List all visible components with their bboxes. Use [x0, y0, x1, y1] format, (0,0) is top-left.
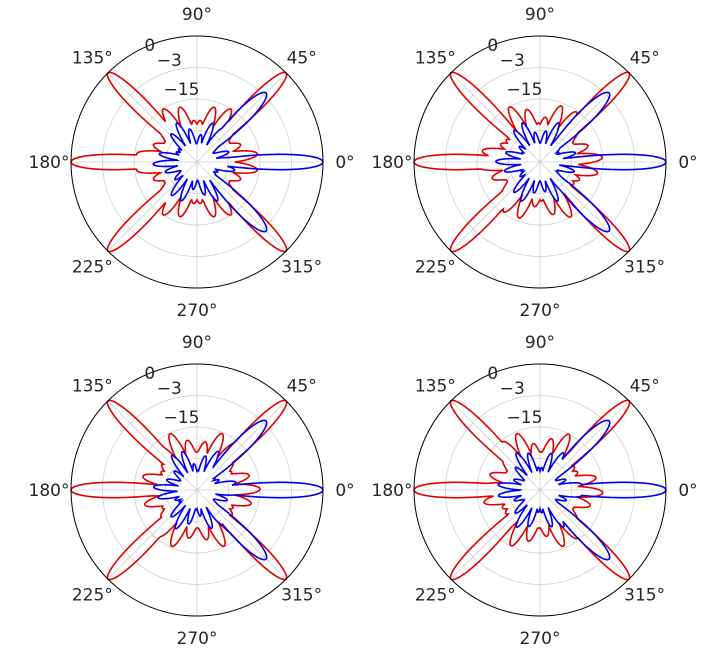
- theta-grid-line: [539, 72, 630, 163]
- theta-tick-label: 0°: [335, 153, 354, 173]
- theta-tick-label: 90°: [525, 333, 555, 353]
- theta-grid-line: [450, 72, 541, 163]
- theta-tick-label: 225°: [415, 586, 456, 606]
- r-tick-label: −15: [507, 80, 543, 100]
- theta-tick-label: 225°: [415, 258, 456, 278]
- theta-tick-label: 270°: [177, 301, 218, 321]
- theta-tick-label: 180°: [372, 481, 413, 501]
- polar-panel-top-right: 0° 45° 90° 135° 180° 225° 270° 315° 0−3 −15: [372, 5, 698, 321]
- pattern-series-blue: [152, 419, 324, 561]
- theta-tick-label: 315°: [281, 586, 322, 606]
- polar-panel-bottom-left: 0° 45° 90° 135° 180° 225° 270° 315° 0−3 −15: [29, 333, 355, 649]
- theta-tick-label: 180°: [29, 481, 70, 501]
- theta-grid-line: [196, 400, 287, 491]
- theta-tick-label: 45°: [287, 48, 317, 68]
- theta-tick-label: 270°: [177, 629, 218, 649]
- r-tick-label: −3: [500, 379, 525, 399]
- theta-tick-label: 90°: [182, 333, 212, 353]
- theta-tick-label: 0°: [678, 153, 697, 173]
- theta-tick-label: 45°: [287, 376, 317, 396]
- theta-tick-label: 315°: [624, 258, 665, 278]
- theta-tick-label: 225°: [72, 586, 113, 606]
- theta-tick-label: 270°: [520, 629, 561, 649]
- r-tick-label: −3: [157, 51, 182, 71]
- r-tick-label: 0: [487, 364, 498, 384]
- theta-tick-label: 90°: [182, 5, 212, 25]
- theta-tick-label: 135°: [415, 376, 456, 396]
- theta-grid-line: [107, 161, 198, 252]
- r-tick-label: 0: [487, 36, 498, 56]
- theta-grid-line: [107, 72, 198, 163]
- polar-outer-boundary: [70, 363, 324, 617]
- theta-tick-label: 135°: [415, 48, 456, 68]
- polar-outer-boundary: [70, 35, 324, 289]
- theta-tick-label: 315°: [624, 586, 665, 606]
- theta-tick-label: 180°: [372, 153, 413, 173]
- polar-panel-bottom-right: 0° 45° 90° 135° 180° 225° 270° 315° 0−3 −15: [372, 333, 698, 649]
- theta-tick-label: 45°: [630, 376, 660, 396]
- theta-tick-label: 45°: [630, 48, 660, 68]
- polar-panel-top-left: 0° 45° 90° 135° 180° 225° 270° 315° 0−3 −15: [29, 5, 355, 321]
- r-tick-label: 0: [144, 364, 155, 384]
- theta-grid-line: [196, 161, 287, 252]
- r-tick-label: −15: [507, 408, 543, 428]
- theta-grid-line: [196, 72, 287, 163]
- theta-grid-line: [539, 400, 630, 491]
- r-tick-label: −15: [164, 408, 200, 428]
- pattern-series-blue: [495, 91, 667, 233]
- theta-grid-line: [107, 489, 198, 580]
- pattern-series-blue: [152, 91, 324, 233]
- r-tick-label: −15: [164, 80, 200, 100]
- theta-grid-line: [196, 489, 287, 580]
- theta-tick-label: 270°: [520, 301, 561, 321]
- theta-tick-label: 135°: [72, 48, 113, 68]
- theta-tick-label: 315°: [281, 258, 322, 278]
- theta-tick-label: 135°: [72, 376, 113, 396]
- r-tick-label: −3: [157, 379, 182, 399]
- theta-tick-label: 225°: [72, 258, 113, 278]
- r-tick-label: −3: [500, 51, 525, 71]
- r-tick-label: 0: [144, 36, 155, 56]
- theta-tick-label: 90°: [525, 5, 555, 25]
- polar-outer-boundary: [413, 363, 667, 617]
- theta-grid-line: [539, 161, 630, 252]
- pattern-series-blue: [497, 419, 667, 561]
- theta-tick-label: 0°: [678, 481, 697, 501]
- theta-tick-label: 180°: [29, 153, 70, 173]
- theta-grid-line: [450, 400, 541, 491]
- polar-outer-boundary: [413, 35, 667, 289]
- theta-tick-label: 0°: [335, 481, 354, 501]
- theta-grid-line: [450, 489, 541, 580]
- theta-grid-line: [450, 161, 541, 252]
- theta-grid-line: [539, 489, 630, 580]
